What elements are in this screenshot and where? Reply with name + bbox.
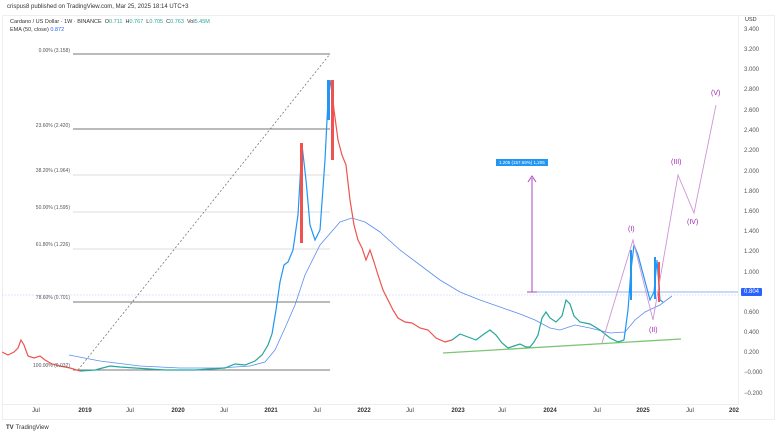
measure-label: 1.205 (157.59%) 1,205 — [496, 159, 548, 166]
x-tick: 2020 — [171, 408, 185, 414]
ema-value: 0.872 — [50, 26, 65, 33]
volume-value: 5.45M — [194, 19, 210, 25]
y-tick: 1.600 — [744, 209, 760, 215]
support-line — [442, 338, 682, 354]
y-tick: 1.000 — [744, 270, 760, 276]
fib-trend-line — [77, 53, 331, 371]
y-tick: 3.400 — [744, 27, 760, 33]
currency-label: USD — [745, 17, 757, 23]
ema-label[interactable]: EMA (50, close) — [10, 26, 49, 33]
chart-legend: Cardano / US Dollar · 1W · BINANCE O0.71… — [10, 19, 210, 33]
x-tick: 2019 — [78, 408, 92, 414]
x-tick: 202 — [728, 408, 740, 414]
fib-label: 50.00% (1.595) — [35, 205, 70, 211]
x-tick: 2025 — [636, 408, 650, 414]
x-tick: Jul — [313, 408, 321, 414]
y-tick: 3.200 — [744, 47, 760, 53]
tradingview-logo[interactable]: TV TradingView — [6, 425, 49, 431]
y-tick: 2.200 — [744, 148, 760, 154]
symbol-title[interactable]: Cardano / US Dollar · 1W · BINANCE — [10, 19, 102, 25]
y-tick: 1.200 — [744, 249, 760, 255]
x-tick: Jul — [220, 408, 228, 414]
y-tick: 1.400 — [744, 229, 760, 235]
y-tick: 3.000 — [744, 67, 760, 73]
x-tick: Jul — [126, 408, 134, 414]
close-value: 0.763 — [170, 19, 184, 25]
chart-frame — [2, 15, 775, 420]
wave-label-5: (V) — [711, 90, 721, 97]
y-tick: 2.000 — [744, 169, 760, 175]
wave-label-4: (IV) — [687, 219, 699, 226]
x-tick: 2024 — [543, 408, 557, 414]
y-tick: 1.800 — [744, 189, 760, 195]
wave-label-2: (II) — [649, 327, 658, 334]
y-tick: 2.600 — [744, 108, 760, 114]
y-tick: 0.200 — [744, 350, 760, 356]
y-tick: −0.200 — [744, 391, 763, 397]
tv-logo-icon: TV — [6, 425, 14, 431]
time-axis[interactable] — [2, 404, 738, 419]
y-tick: −0.000 — [744, 370, 763, 376]
fib-label: 23.60% (2.420) — [35, 123, 70, 129]
y-tick: 0.600 — [744, 310, 760, 316]
x-tick: Jul — [32, 408, 40, 414]
x-tick: 2021 — [264, 408, 278, 414]
wave-label-3: (III) — [671, 159, 682, 166]
fib-label: 0.00% (3.158) — [38, 48, 70, 54]
low-value: 0.705 — [149, 19, 164, 25]
fib-label: 61.80% (1.226) — [35, 242, 70, 248]
price-axis[interactable] — [738, 15, 775, 405]
fib-label: 38.20% (1.964) — [35, 168, 70, 174]
high-value: 0.767 — [129, 19, 144, 25]
candles — [300, 80, 660, 302]
fib-levels — [73, 53, 330, 371]
x-tick: 2023 — [451, 408, 465, 414]
open-value: 0.711 — [109, 19, 123, 25]
x-tick: Jul — [498, 408, 506, 414]
y-tick: 0.400 — [744, 330, 760, 336]
y-tick: 2.400 — [744, 128, 760, 134]
elliott-wave-path — [601, 104, 717, 344]
brand-label: TradingView — [15, 425, 49, 431]
fib-label: 78.60% (0.701) — [35, 295, 70, 301]
x-tick: Jul — [406, 408, 414, 414]
fib-label: 100.00% (0.032) — [33, 363, 70, 369]
x-tick: 2022 — [357, 408, 371, 414]
publisher-line: crispus8 published on TradingView.com, M… — [7, 4, 189, 10]
wave-label-1: (I) — [628, 226, 635, 233]
x-tick: Jul — [686, 408, 694, 414]
x-tick: Jul — [593, 408, 601, 414]
current-price-tag: 0.804 — [741, 288, 763, 296]
y-tick: 2.800 — [744, 87, 760, 93]
